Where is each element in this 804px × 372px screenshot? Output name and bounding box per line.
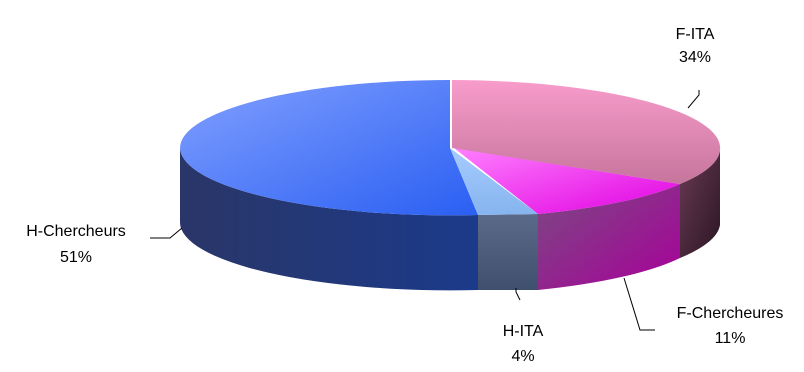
leader-line-h-chercheurs xyxy=(150,227,183,239)
slice-side-f-ita xyxy=(680,150,720,258)
label-f-chercheures: F-Chercheures xyxy=(677,305,784,322)
slice-f-ita xyxy=(452,80,721,184)
label-h-chercheurs: H-Chercheurs xyxy=(26,223,126,240)
value-label-h-ita: 4% xyxy=(511,348,534,365)
leader-line-f-ita xyxy=(687,90,700,109)
label-f-ita: F-ITA xyxy=(676,26,715,43)
slice-h-ita xyxy=(450,148,538,215)
value-label-h-chercheurs: 51% xyxy=(60,249,92,266)
label-h-ita: H-ITA xyxy=(503,323,544,340)
slice-f-chercheures xyxy=(454,148,680,214)
leader-line-f-chercheures xyxy=(623,277,655,331)
slice-side-h-chercheurs xyxy=(179,148,479,291)
slice-h-chercheurs xyxy=(180,80,478,216)
leader-line-h-ita xyxy=(515,288,521,301)
slice-side-f-chercheures xyxy=(538,184,680,290)
value-label-f-chercheures: 11% xyxy=(715,330,746,347)
slice-side-h-ita xyxy=(478,214,538,290)
value-label-f-ita: 34% xyxy=(679,49,711,66)
